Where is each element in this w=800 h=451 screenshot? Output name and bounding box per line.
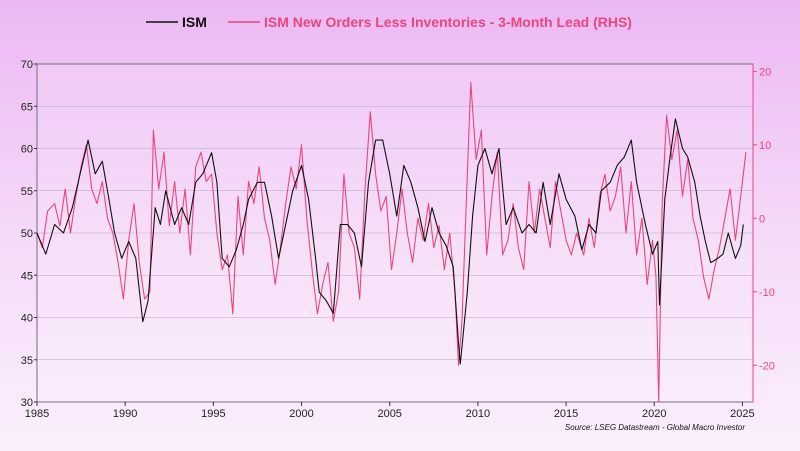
x-tick-label: 2015	[554, 408, 578, 420]
left-tick-label: 50	[21, 228, 33, 240]
left-tick-label: 40	[21, 313, 33, 325]
left-tick-label: 35	[21, 355, 33, 367]
left-tick-label: 55	[21, 186, 33, 198]
right-tick-label: 20	[759, 66, 771, 78]
x-tick-label: 1985	[25, 408, 49, 420]
series-line-ism	[36, 118, 744, 365]
right-tick-label: 10	[759, 140, 771, 152]
left-tick-label: 45	[21, 270, 33, 282]
x-tick-label: 1995	[201, 408, 225, 420]
left-tick-label: 70	[21, 59, 33, 71]
left-axis: 30 35 40 45 50 55 60 65 70	[21, 59, 37, 409]
x-tick-label: 2005	[377, 408, 401, 420]
legend-label-ism: ISM	[182, 14, 207, 30]
left-tick-label: 30	[21, 397, 33, 409]
source-note: Source: LSEG Datastream - Global Macro I…	[565, 423, 745, 432]
right-tick-label: -20	[759, 360, 775, 372]
x-tick-label: 2010	[466, 408, 490, 420]
x-tick-label: 2000	[289, 408, 313, 420]
right-axis: -20 -10 0 10 20	[752, 64, 775, 402]
x-tick-label: 2020	[642, 408, 666, 420]
series-lines	[36, 81, 747, 403]
x-tick-label: 2025	[730, 408, 754, 420]
series-line-new-orders-less-inventories	[36, 81, 747, 403]
x-axis: 1985 1990 1995 2000 2005 2010 2015 2020 2025	[25, 402, 755, 420]
legend: ISM ISM New Orders Less Inventories - 3-…	[146, 14, 632, 30]
grid-lines	[37, 105, 753, 361]
right-tick-label: -10	[759, 287, 775, 299]
legend-label-new-orders: ISM New Orders Less Inventories - 3-Mont…	[264, 14, 632, 30]
left-tick-label: 65	[21, 101, 33, 113]
left-tick-label: 60	[21, 144, 33, 156]
right-tick-label: 0	[759, 213, 765, 225]
x-tick-label: 1990	[113, 408, 137, 420]
